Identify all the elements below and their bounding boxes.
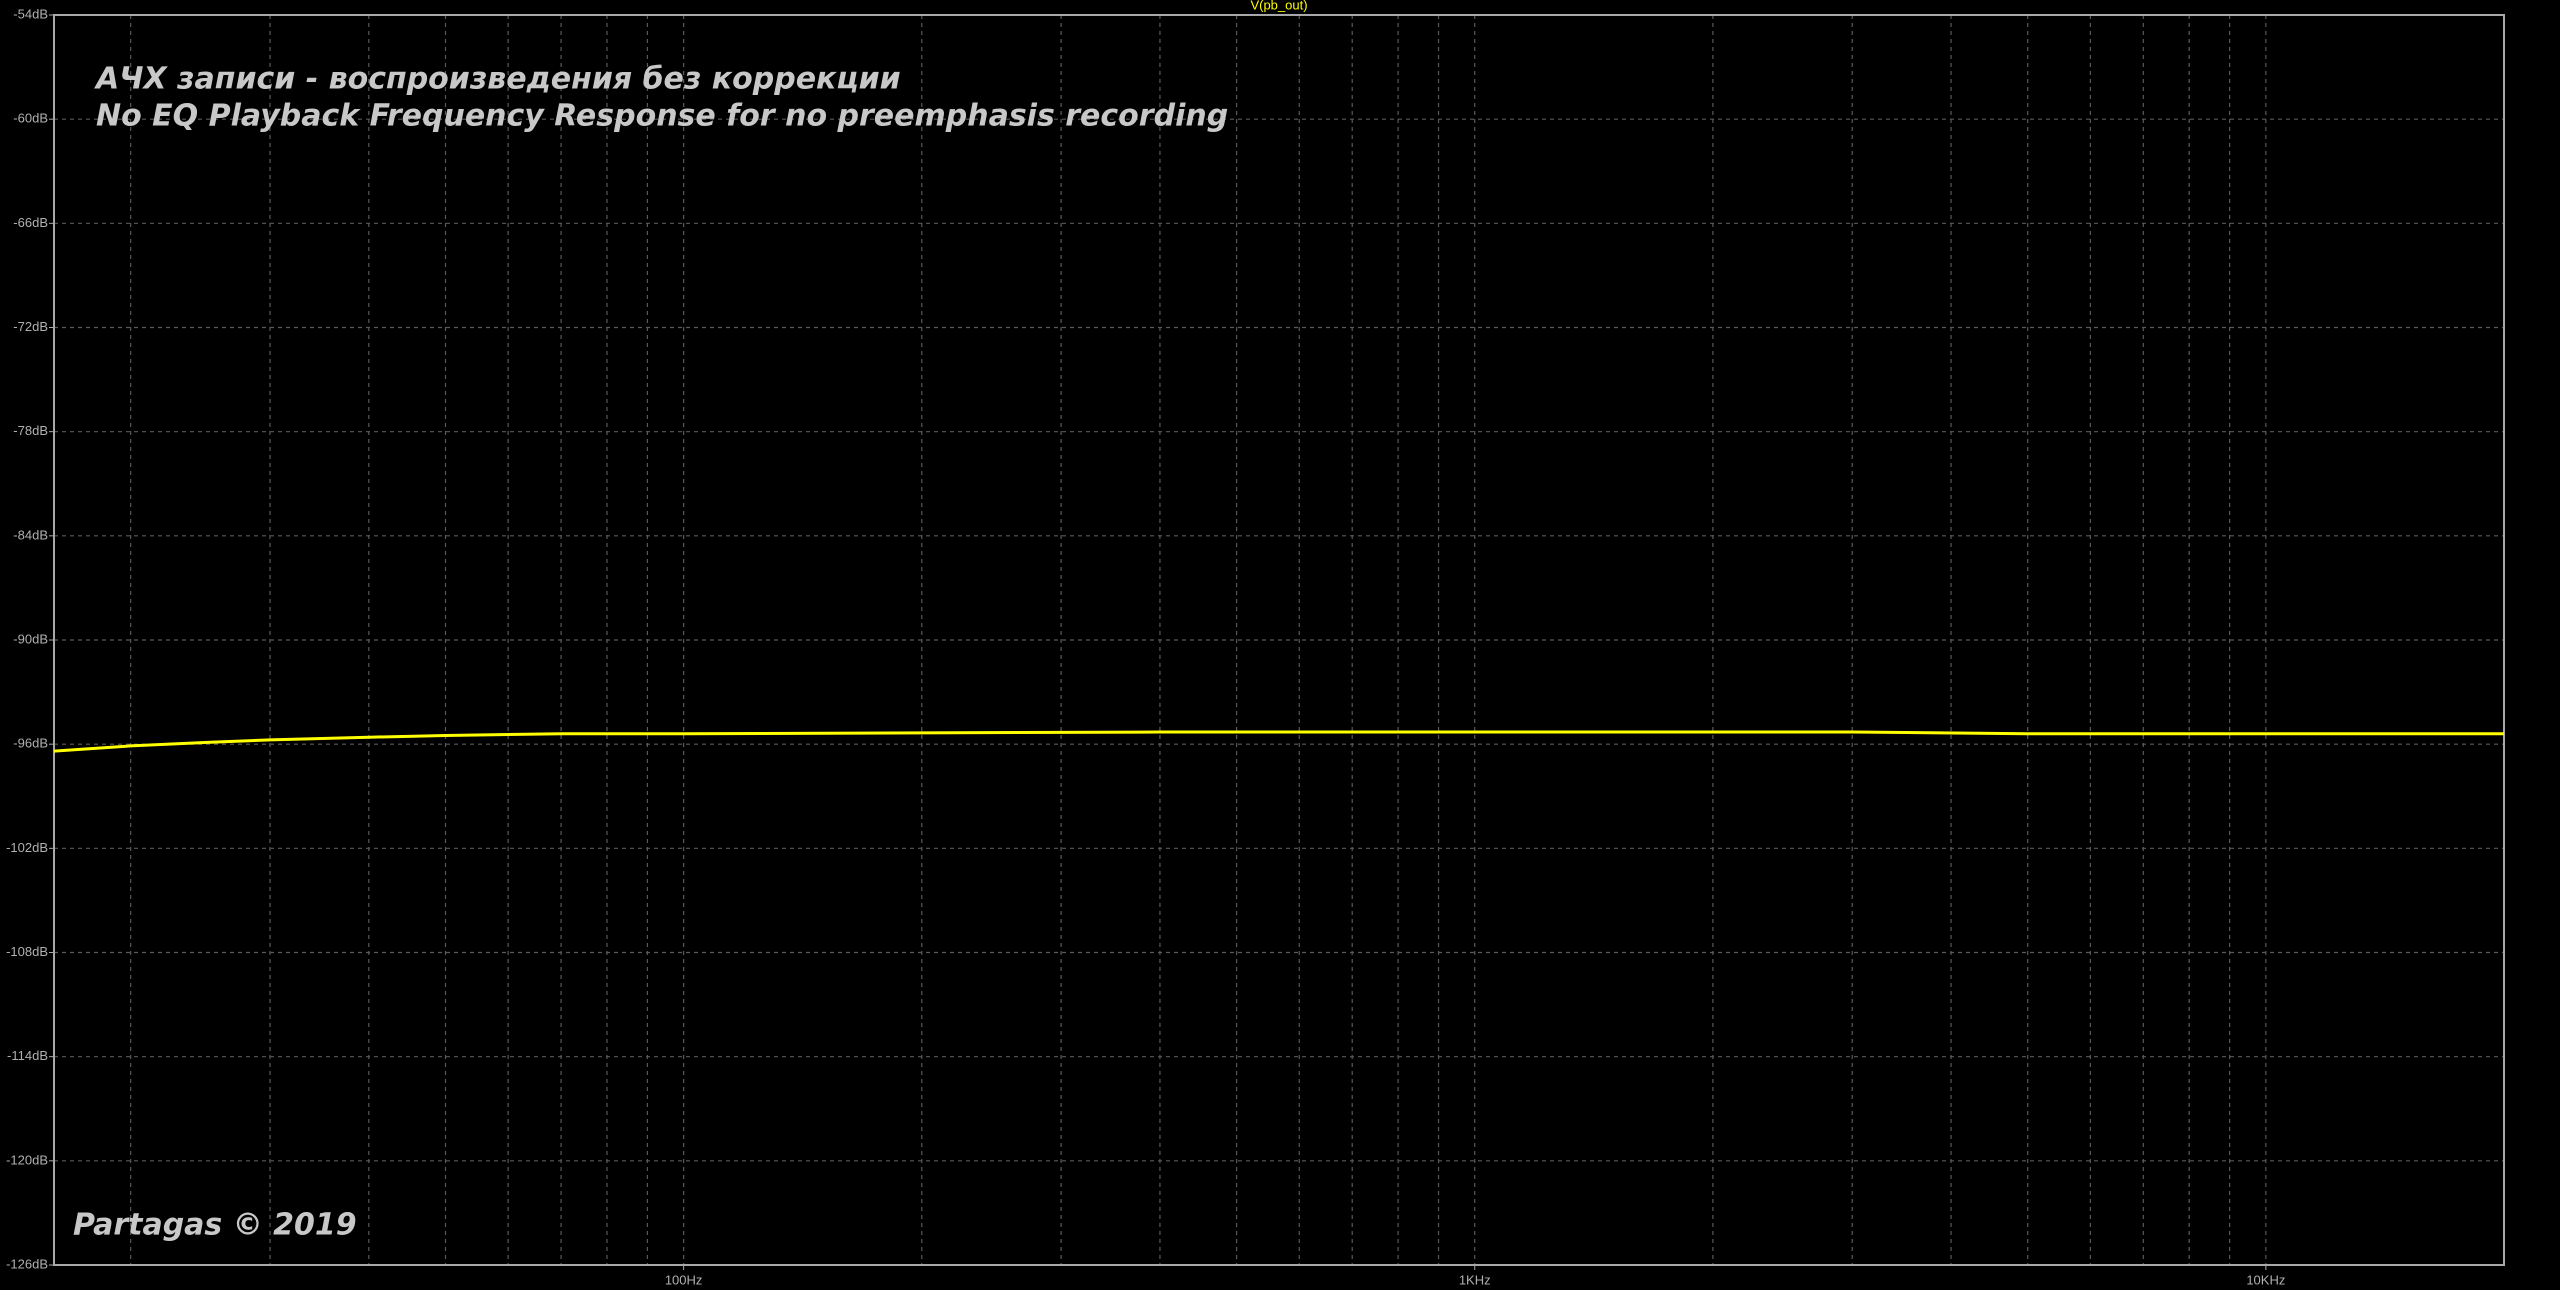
y-tick-label: -96dB bbox=[13, 736, 48, 751]
plot-frame bbox=[53, 14, 2505, 1266]
y-tick-label: -54dB bbox=[13, 6, 48, 21]
y-tick-label: -90dB bbox=[13, 631, 48, 646]
y-tick-label: -126dB bbox=[6, 1256, 48, 1271]
x-tick-label: 1KHz bbox=[1459, 1272, 1491, 1287]
y-tick-label: -114dB bbox=[7, 1048, 48, 1063]
chart-subtitle: No EQ Playback Frequency Response for no… bbox=[96, 99, 1228, 134]
annotation: Partagas © 2019 bbox=[73, 1208, 357, 1243]
y-tick-label: -66dB bbox=[13, 215, 48, 230]
x-tick-label: 10KHz bbox=[2246, 1272, 2285, 1287]
y-tick-label: -60dB bbox=[13, 111, 48, 126]
y-tick-label: -72dB bbox=[13, 319, 48, 334]
x-tick-label: 100Hz bbox=[665, 1272, 703, 1287]
y-tick-label: -102dB bbox=[6, 840, 48, 855]
chart-title: АЧХ записи - воспроизведения без коррекц… bbox=[94, 62, 901, 97]
y-tick-label: -108dB bbox=[6, 944, 48, 959]
series-line bbox=[53, 730, 2504, 753]
y-tick-label: -120dB bbox=[6, 1152, 48, 1167]
y-tick-label: -78dB bbox=[13, 423, 48, 438]
y-tick-label: -84dB bbox=[13, 527, 48, 542]
legend-label: V(pb_out) bbox=[1250, 0, 1307, 12]
